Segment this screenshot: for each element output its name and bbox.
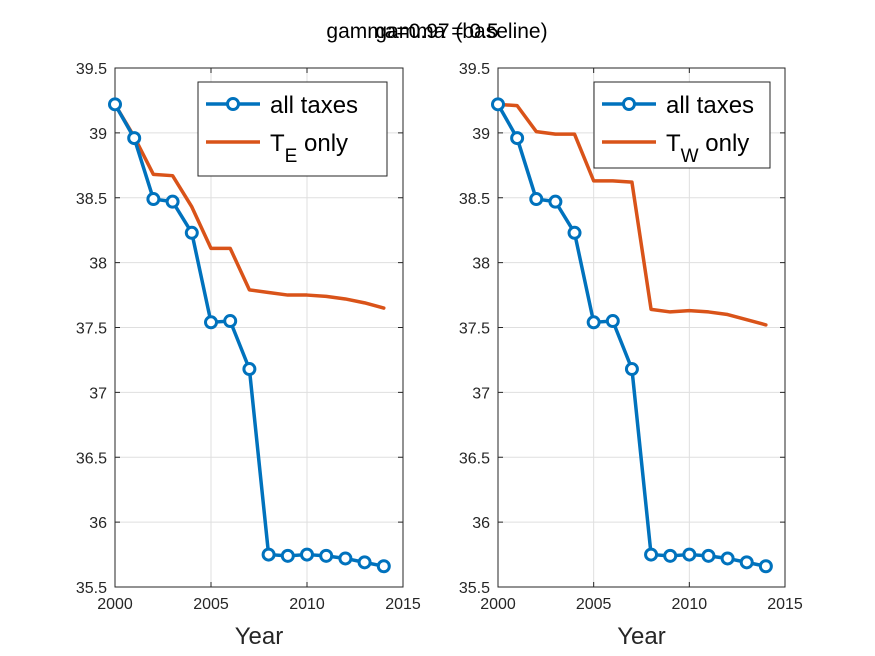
x-tick-label: 2010 xyxy=(289,596,325,613)
y-tick-label: 37 xyxy=(89,385,107,402)
x-tick-label: 2015 xyxy=(767,596,803,613)
y-tick-label: 38 xyxy=(89,256,107,273)
y-tick-label: 36 xyxy=(89,515,107,532)
data-point xyxy=(242,362,257,377)
legend-label: TW only xyxy=(666,130,749,167)
y-tick-label: 36.5 xyxy=(76,450,107,467)
data-point xyxy=(739,555,754,570)
data-point xyxy=(338,551,353,566)
data-point xyxy=(701,548,716,563)
x-tick-label: 2010 xyxy=(672,596,708,613)
data-point xyxy=(376,559,391,574)
y-tick-label: 38.5 xyxy=(76,191,107,208)
data-point xyxy=(624,362,639,377)
left-chart: 2000 2005 2010 2015 35.5 36 36.5 37 37.5 38 38.5 39… xyxy=(76,61,421,650)
y-tick-label: 39.5 xyxy=(76,61,107,78)
legend-marker xyxy=(226,97,240,111)
data-point xyxy=(146,192,161,207)
data-point xyxy=(663,548,678,563)
legend-marker xyxy=(622,97,636,111)
legend-label: all taxes xyxy=(270,92,358,119)
y-tick-label: 37.5 xyxy=(76,321,107,338)
data-point xyxy=(758,559,773,574)
x-axis-label: Year xyxy=(617,623,666,650)
y-tick-label: 38.5 xyxy=(459,191,490,208)
data-point xyxy=(127,131,142,146)
data-point xyxy=(605,314,620,329)
data-point xyxy=(510,131,525,146)
x-tick-label: 2000 xyxy=(480,596,516,613)
data-point xyxy=(644,547,659,562)
data-point xyxy=(261,547,276,562)
data-point xyxy=(529,192,544,207)
data-point xyxy=(165,194,180,209)
data-point xyxy=(491,97,505,112)
data-point xyxy=(280,548,295,563)
y-tick-label: 37.5 xyxy=(459,321,490,338)
y-tick-label: 39 xyxy=(89,126,107,143)
y-tick-label: 36 xyxy=(472,515,490,532)
x-axis-label: Year xyxy=(235,623,284,650)
data-point xyxy=(682,547,697,562)
series-line-1 xyxy=(113,102,386,310)
data-point xyxy=(108,97,122,112)
data-point xyxy=(548,194,563,209)
legend-box xyxy=(197,81,388,177)
figure-title-a: gamma=0.97 (baseline) xyxy=(326,20,547,43)
data-point xyxy=(720,551,735,566)
data-point xyxy=(300,547,314,562)
y-tick-label: 35.5 xyxy=(76,580,107,597)
series-line-1 xyxy=(496,102,768,327)
y-tick-label: 35.5 xyxy=(459,580,490,597)
data-point xyxy=(357,555,372,570)
x-tick-label: 2005 xyxy=(193,596,229,613)
x-tick-label: 2015 xyxy=(385,596,421,613)
x-tick-label: 2005 xyxy=(576,596,612,613)
y-tick-label: 39.5 xyxy=(459,61,490,78)
legend-label: all taxes xyxy=(666,92,754,119)
figure-title-b: gamma = 0.5 xyxy=(375,20,498,43)
legend-label: TE only xyxy=(270,130,348,167)
data-point xyxy=(204,315,218,330)
data-point xyxy=(184,225,199,240)
data-point xyxy=(567,225,582,240)
y-tick-label: 36.5 xyxy=(459,450,490,467)
data-point xyxy=(586,315,601,330)
y-tick-label: 37 xyxy=(472,385,490,402)
data-point xyxy=(319,548,334,563)
x-tick-label: 2000 xyxy=(97,596,133,613)
legend-box xyxy=(593,81,771,169)
y-tick-label: 38 xyxy=(472,256,490,273)
right-chart: 2000 2005 2010 2015 35.5 36 36.5 37 37.5 38 38.5 39… xyxy=(459,61,803,650)
data-point xyxy=(223,314,238,329)
y-tick-label: 39 xyxy=(472,126,490,143)
